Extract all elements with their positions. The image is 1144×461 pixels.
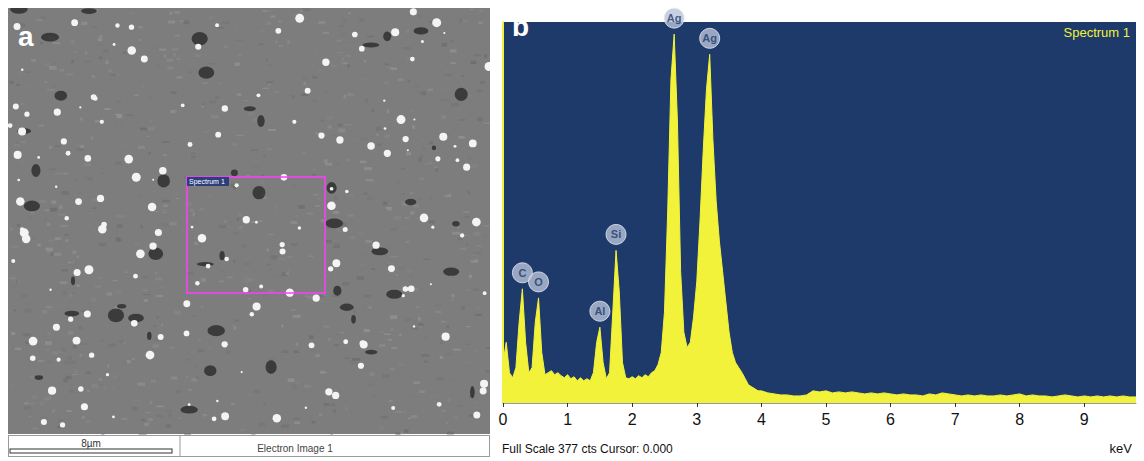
svg-text:6: 6 xyxy=(886,411,895,428)
svg-text:Full Scale 377 cts Cursor: 0.0: Full Scale 377 cts Cursor: 0.000 xyxy=(502,442,673,456)
svg-text:3: 3 xyxy=(692,411,701,428)
svg-text:Ag: Ag xyxy=(702,32,717,44)
svg-text:5: 5 xyxy=(822,411,831,428)
svg-text:Electron Image 1: Electron Image 1 xyxy=(257,443,333,454)
svg-text:4: 4 xyxy=(757,411,766,428)
svg-text:Al: Al xyxy=(594,305,605,317)
svg-text:O: O xyxy=(534,276,543,288)
svg-text:7: 7 xyxy=(951,411,960,428)
svg-text:Spectrum 1: Spectrum 1 xyxy=(189,178,225,186)
svg-text:Si: Si xyxy=(611,228,621,240)
svg-text:8: 8 xyxy=(1015,411,1024,428)
svg-text:Spectrum 1: Spectrum 1 xyxy=(1064,25,1130,40)
svg-text:1: 1 xyxy=(563,411,572,428)
svg-text:8µm: 8µm xyxy=(81,438,101,449)
svg-text:0: 0 xyxy=(499,411,508,428)
svg-text:a: a xyxy=(18,21,34,52)
svg-text:2: 2 xyxy=(628,411,637,428)
svg-text:Ag: Ag xyxy=(667,12,682,24)
svg-text:C: C xyxy=(518,267,526,279)
svg-text:9: 9 xyxy=(1080,411,1089,428)
svg-text:keV: keV xyxy=(1110,441,1133,456)
svg-text:b: b xyxy=(512,11,529,42)
